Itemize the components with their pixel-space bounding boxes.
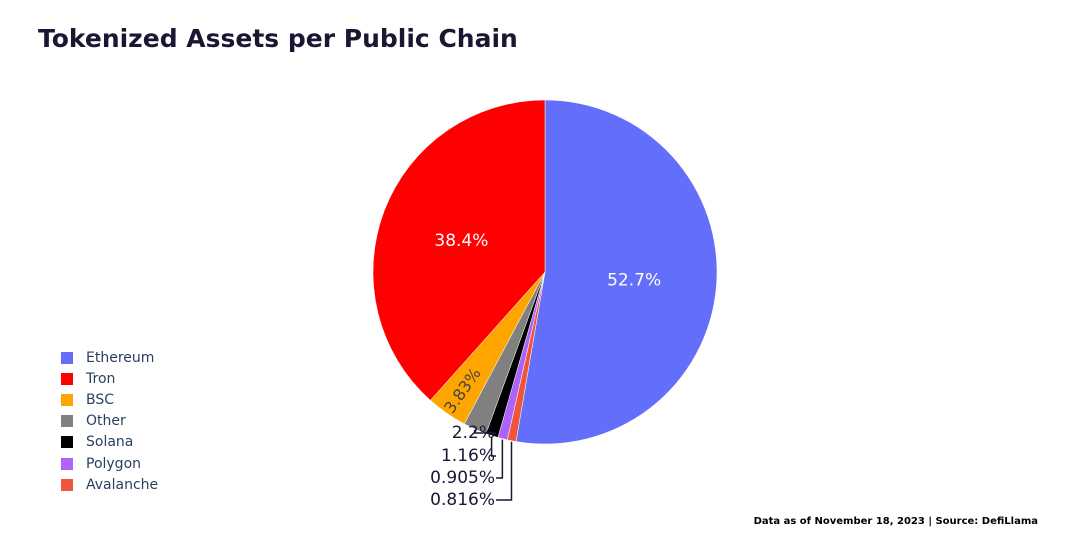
legend-item-other[interactable]: Other	[61, 411, 158, 432]
leader-line-solana	[490, 436, 496, 457]
legend-label: Ethereum	[86, 349, 155, 366]
legend-item-ethereum[interactable]: Ethereum	[61, 347, 158, 368]
legend-item-tron[interactable]: Tron	[61, 368, 158, 389]
slice-label-ethereum: 52.7%	[607, 271, 661, 291]
legend-swatch	[61, 351, 73, 364]
legend-swatch	[61, 436, 73, 449]
pie-slices	[372, 99, 718, 445]
legend-swatch	[61, 393, 73, 406]
legend-label: Polygon	[86, 455, 142, 472]
legend-item-polygon[interactable]: Polygon	[61, 453, 158, 474]
leader-line-avalanche	[496, 441, 513, 501]
pie-slice-ethereum	[515, 99, 718, 445]
legend-swatch	[61, 415, 73, 428]
legend-item-solana[interactable]: Solana	[61, 432, 158, 453]
leader-line-polygon	[496, 439, 504, 479]
leader-line-other	[473, 430, 496, 434]
legend: Ethereum Tron BSC Other Solana Polygon Avalanc…	[61, 347, 158, 495]
slice-label-other: 2.2%	[452, 423, 495, 443]
source-note: Data as of November 18, 2023 | Source: D…	[753, 516, 1038, 527]
legend-swatch	[61, 478, 73, 491]
legend-item-avalanche[interactable]: Avalanche	[61, 474, 158, 495]
chart-title: Tokenized Assets per Public Chain	[38, 24, 518, 53]
legend-swatch	[61, 372, 73, 385]
legend-label: BSC	[86, 391, 115, 408]
legend-swatch	[61, 457, 73, 470]
legend-label: Solana	[86, 434, 134, 451]
slice-label-tron: 38.4%	[434, 231, 488, 251]
slice-label-avalanche: 0.816%	[430, 490, 495, 510]
legend-label: Avalanche	[86, 476, 159, 493]
pie-slice-tron	[372, 99, 546, 401]
slice-label-polygon: 0.905%	[430, 468, 495, 488]
legend-label: Tron	[86, 370, 116, 387]
slice-label-solana: 1.16%	[441, 446, 495, 466]
legend-label: Other	[86, 413, 126, 430]
legend-item-bsc[interactable]: BSC	[61, 389, 158, 410]
